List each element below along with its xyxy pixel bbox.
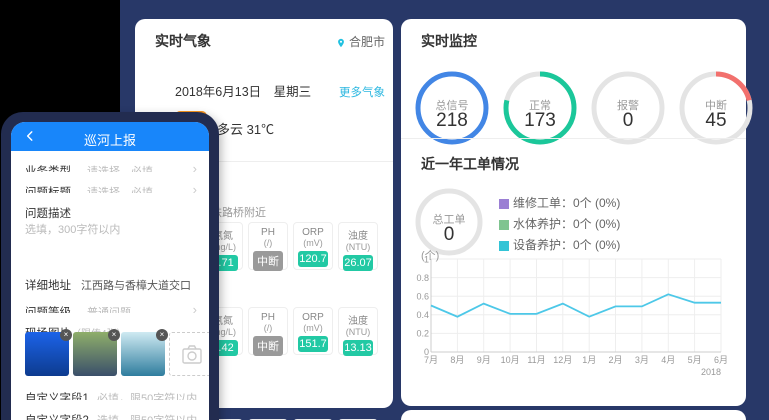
svg-text:9月: 9月 (477, 355, 491, 365)
svg-text:2018: 2018 (701, 367, 721, 377)
svg-text:0.4: 0.4 (416, 310, 429, 320)
svg-text:12月: 12月 (553, 355, 572, 365)
svg-text:7月: 7月 (424, 355, 438, 365)
svg-text:3月: 3月 (635, 355, 649, 365)
svg-text:10月: 10月 (501, 355, 520, 365)
svg-text:4月: 4月 (661, 355, 675, 365)
svg-text:5月: 5月 (688, 355, 702, 365)
svg-text:6月: 6月 (714, 355, 728, 365)
svg-text:0.8: 0.8 (416, 273, 429, 283)
svg-text:8月: 8月 (450, 355, 464, 365)
svg-text:1月: 1月 (582, 355, 596, 365)
svg-text:0.2: 0.2 (416, 329, 429, 339)
svg-text:0.6: 0.6 (416, 292, 429, 302)
svg-text:2月: 2月 (608, 355, 622, 365)
svg-text:11月: 11月 (527, 355, 545, 365)
